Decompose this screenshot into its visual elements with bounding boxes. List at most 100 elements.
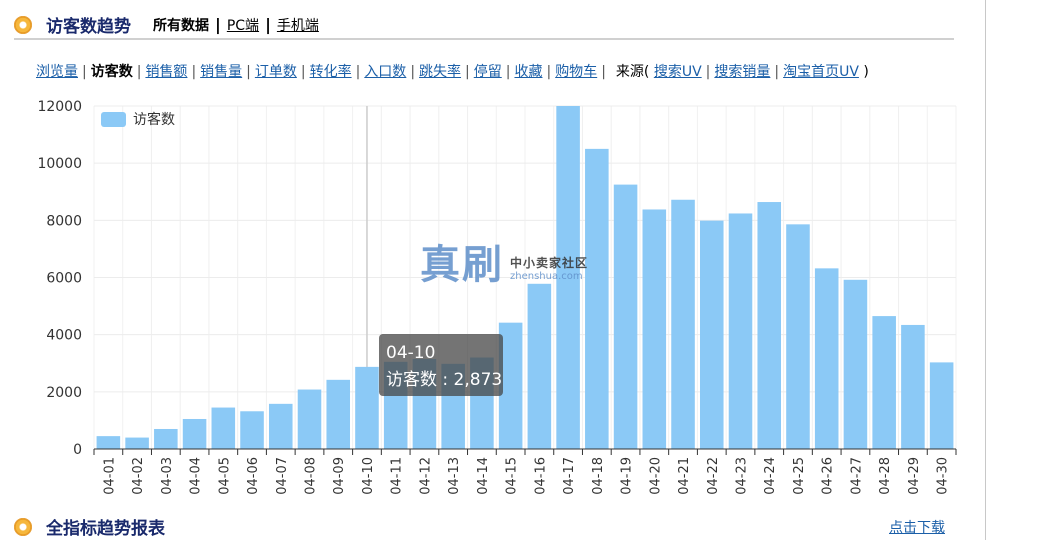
bar-04-29	[901, 324, 925, 449]
footer-title: 全指标趋势报表	[46, 519, 165, 539]
divider: |	[410, 64, 416, 80]
bar-04-05	[211, 407, 236, 449]
filter-mobile[interactable]: 手机端	[276, 17, 319, 34]
bullet-icon	[14, 15, 32, 34]
x-tick-label: 04-01	[102, 457, 117, 495]
x-tick-label: 04-14	[476, 457, 491, 495]
tab-entries[interactable]: 入口数	[364, 64, 407, 80]
divider: |	[774, 64, 780, 80]
tab-stay[interactable]: 停留	[473, 64, 502, 80]
device-filter: 所有数据 | PC端 | 手机端	[153, 15, 319, 35]
x-tick-label: 04-26	[821, 457, 836, 495]
bar-04-06	[240, 411, 264, 449]
x-tick-label: 04-16	[533, 457, 548, 495]
y-tick-label: 8000	[46, 213, 82, 229]
x-tick-label: 04-05	[217, 457, 232, 495]
divider: |	[355, 64, 361, 80]
visitor-trend-header: 访客数趋势 所有数据 | PC端 | 手机端	[14, 12, 319, 37]
bar-04-16	[527, 283, 552, 449]
tab-bounce-rate[interactable]: 跳失率	[419, 64, 462, 80]
legend-swatch	[101, 112, 126, 127]
x-tick-label: 04-29	[907, 457, 922, 495]
x-tick-label: 04-04	[189, 457, 204, 495]
bar-04-02	[125, 437, 149, 449]
divider: |	[505, 64, 511, 80]
tab-page-views[interactable]: 浏览量	[36, 64, 78, 80]
x-tick-label: 04-15	[505, 457, 520, 495]
x-tick-label: 04-25	[792, 457, 807, 495]
right-border	[985, 0, 986, 540]
watermark-logo: 真刷	[420, 241, 504, 288]
bar-04-15	[498, 322, 523, 449]
x-tick-label: 04-23	[735, 457, 750, 495]
filter-all-data[interactable]: 所有数据	[153, 17, 209, 34]
divider: |	[215, 15, 221, 34]
x-tick-label: 04-03	[160, 457, 175, 495]
bar-04-28	[872, 316, 896, 449]
source-search-uv[interactable]: 搜索UV	[653, 64, 702, 80]
full-metrics-header: 全指标趋势报表	[14, 514, 165, 539]
chart-tooltip: 04-10 访客数 : 2,873	[379, 334, 503, 396]
tab-sales-volume[interactable]: 销售量	[200, 64, 243, 80]
tab-conversion[interactable]: 转化率	[309, 64, 352, 80]
section-title: 访客数趋势	[46, 17, 131, 37]
tab-favorites[interactable]: 收藏	[514, 64, 543, 80]
divider: |	[705, 64, 711, 80]
filter-pc[interactable]: PC端	[226, 17, 260, 34]
x-tick-label: 04-20	[648, 457, 663, 495]
metric-tabs: 浏览量 | 访客数 | 销售额 | 销售量 | 订单数 | 转化率 | 入口数 | 跳失率 | 停留 | 收藏 | 购物…	[36, 61, 869, 81]
tab-visitors[interactable]: 访客数	[90, 64, 133, 80]
bar-04-01	[96, 436, 121, 449]
y-tick-label: 12000	[37, 99, 82, 115]
tab-sales-amount[interactable]: 销售额	[145, 64, 188, 80]
bar-04-04	[182, 418, 207, 449]
header-underline	[14, 38, 954, 40]
x-tick-label: 04-02	[131, 457, 146, 495]
bar-04-26	[814, 268, 839, 449]
download-link[interactable]: 点击下载	[889, 520, 945, 536]
bar-04-24	[757, 202, 782, 449]
watermark: 真刷 中小卖家社区 zhenshua.com	[420, 244, 588, 286]
watermark-subtitle: 中小卖家社区	[510, 256, 589, 270]
y-tick-label: 2000	[46, 385, 82, 401]
x-tick-label: 04-12	[418, 457, 433, 495]
watermark-url: zhenshua.com	[510, 271, 583, 282]
divider: |	[191, 64, 197, 80]
source-taobao-home-uv[interactable]: 淘宝首页UV	[783, 64, 859, 80]
divider: |	[300, 64, 306, 80]
bar-04-10	[355, 366, 379, 449]
x-tick-label: 04-28	[878, 457, 893, 495]
x-tick-label: 04-11	[390, 457, 405, 495]
divider: |	[601, 64, 606, 80]
legend-label: 访客数	[133, 111, 175, 128]
y-tick-label: 6000	[46, 271, 82, 287]
bar-04-30	[929, 362, 954, 449]
x-tick-label: 04-22	[706, 457, 721, 495]
x-tick-label: 04-17	[562, 457, 577, 495]
bar-04-27	[843, 279, 868, 449]
y-tick-label: 10000	[37, 156, 82, 172]
x-tick-label: 04-21	[677, 457, 692, 495]
bar-04-19	[613, 184, 638, 449]
y-tick-label: 0	[73, 442, 82, 458]
x-tick-label: 04-07	[275, 457, 290, 495]
divider: |	[465, 64, 470, 80]
bar-04-18	[585, 148, 609, 449]
bar-04-20	[642, 209, 667, 449]
source-search-sales[interactable]: 搜索销量	[714, 64, 771, 80]
x-tick-label: 04-13	[447, 457, 462, 495]
x-tick-label: 04-09	[332, 457, 347, 495]
bar-04-25	[786, 224, 810, 449]
tab-cart[interactable]: 购物车	[555, 64, 598, 80]
x-tick-label: 04-30	[936, 457, 951, 495]
tooltip-date: 04-10	[386, 343, 436, 363]
source-prefix: 来源(	[615, 64, 650, 80]
divider: |	[265, 15, 271, 34]
tab-orders[interactable]: 订单数	[254, 64, 297, 80]
bar-04-21	[671, 199, 695, 449]
source-suffix: )	[863, 64, 869, 80]
bar-04-07	[268, 403, 293, 449]
x-tick-label: 04-19	[620, 457, 635, 495]
bar-04-09	[326, 379, 351, 449]
